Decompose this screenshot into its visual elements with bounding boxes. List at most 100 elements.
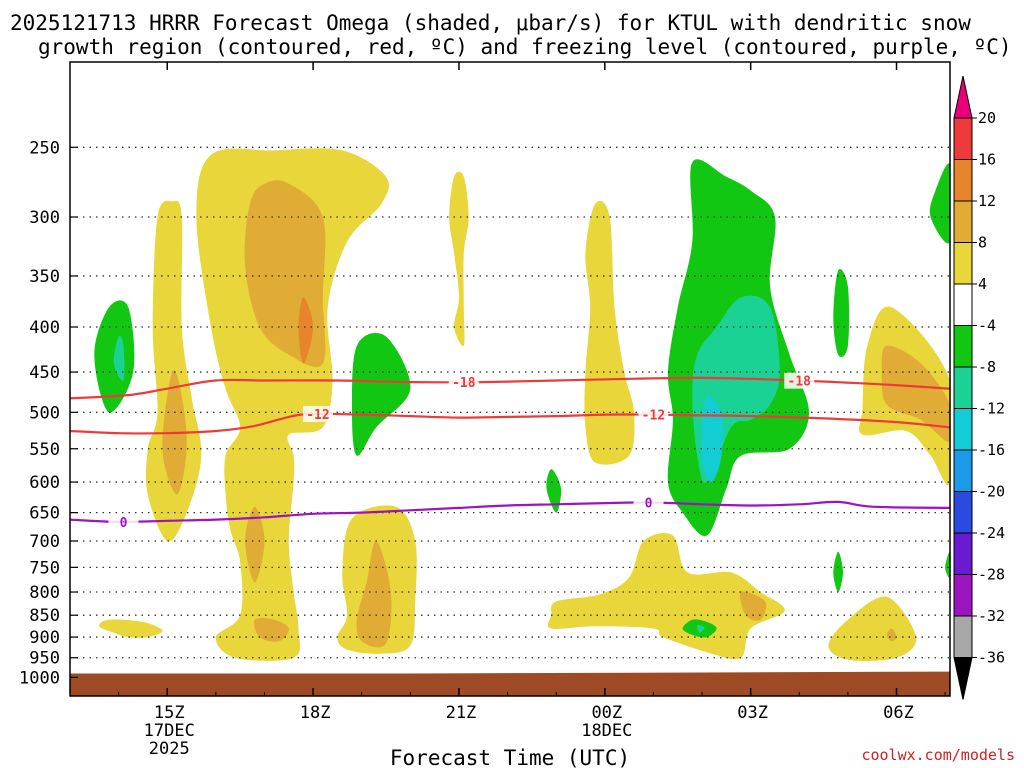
x-tick-label-06Z: 06Z: [883, 703, 914, 723]
omega-region-6: [245, 506, 265, 583]
y-tick-label-750: 750: [29, 558, 60, 578]
colorbar-bottom-arrow: [953, 657, 973, 700]
colorbar-label--8: -8: [978, 358, 996, 376]
x-tick-label-00Z: 00Z: [591, 703, 622, 723]
omega-region-14: [828, 596, 917, 661]
x-tick-label-03Z: 03Z: [737, 703, 768, 723]
omega-region-21: [546, 469, 562, 513]
y-tick-label-1000: 1000: [19, 668, 60, 688]
dgz-minus12-label-0: -12: [306, 408, 329, 423]
colorbar-seg-1: [953, 159, 973, 202]
colorbar-label-8: 8: [978, 234, 987, 252]
dgz-minus18-label-bg-0: [448, 374, 479, 391]
omega-region-27: [833, 269, 850, 357]
omega-region-30: [945, 551, 950, 578]
freezing-level-label-1: 0: [645, 497, 653, 512]
dgz-minus18-label-0: -18: [452, 376, 476, 391]
dgz-minus12-line: [70, 412, 950, 435]
freezing-level-label-bg-0: [108, 513, 139, 530]
omega-region-3: [196, 148, 390, 661]
plot-area: -18 -18 -12 -12 0 0: [70, 146, 950, 696]
omega-region-15: [886, 628, 897, 642]
omega-region-24: [701, 396, 724, 483]
y-tick-label-400: 400: [29, 318, 60, 338]
omega-region-17: [881, 345, 950, 442]
chart-title-line2: growth region (contoured, red, ºC) and f…: [38, 35, 1012, 59]
colorbar-label--24: -24: [978, 524, 1005, 542]
omega-region-10: [449, 171, 469, 347]
colorbar-seg-5: [953, 325, 973, 368]
colorbar-label--16: -16: [978, 441, 1005, 459]
dgz-minus18-line: [70, 376, 950, 400]
colorbar-seg-10: [953, 532, 973, 575]
y-tick-label-250: 250: [29, 138, 60, 158]
colorbar-label-20: 20: [978, 109, 996, 127]
colorbar-seg-4: [953, 283, 973, 326]
colorbar-seg-6: [953, 366, 973, 409]
y-axis: 2503003504004505005506006507007508008509…: [19, 138, 78, 688]
y-tick-label-300: 300: [29, 208, 60, 228]
y-tick-label-800: 800: [29, 583, 60, 603]
temperature-contours: -18 -18 -12 -12 0 0: [70, 372, 950, 531]
y-tick-label-850: 850: [29, 606, 60, 626]
y-tick-label-900: 900: [29, 628, 60, 648]
colorbar-seg-11: [953, 574, 973, 617]
omega-region-7: [253, 618, 289, 642]
y-tick-label-950: 950: [29, 649, 60, 669]
omega-region-29: [929, 163, 950, 244]
colorbar-seg-9: [953, 491, 973, 534]
y-tick-label-550: 550: [29, 440, 60, 460]
y-tick-label-600: 600: [29, 473, 60, 493]
x-sublabel-18DEC: 18DEC: [581, 721, 632, 741]
dgz-minus12-label-1: -12: [642, 409, 665, 424]
x-tick-label-15Z: 15Z: [154, 703, 185, 723]
colorbar-seg-7: [953, 408, 973, 451]
dgz-minus18-label-bg-1: [784, 372, 815, 389]
y-tick-label-350: 350: [29, 267, 60, 287]
omega-region-5: [298, 297, 314, 364]
colorbar: 20 16 12 8 4 -4 -8 -12 -16 -20 -24 -28 -32 -36: [953, 75, 1005, 700]
colorbar-label--4: -4: [978, 317, 996, 335]
omega-region-19: [113, 335, 125, 381]
x-sublabel-2025: 2025: [149, 739, 190, 759]
omega-region-11: [584, 200, 635, 465]
dgz-minus12-label-bg-0: [302, 405, 333, 422]
colorbar-label--32: -32: [978, 607, 1005, 625]
chart-title-line1: 2025121713 HRRR Forecast Omega (shaded, …: [10, 11, 971, 35]
colorbar-label--28: -28: [978, 566, 1005, 584]
x-sublabel-17DEC: 17DEC: [144, 721, 195, 741]
omega-shading: [94, 148, 950, 661]
colorbar-label-16: 16: [978, 151, 996, 169]
y-tick-label-450: 450: [29, 363, 60, 383]
omega-region-20: [351, 332, 411, 456]
freezing-level-line: [70, 500, 950, 524]
y-tick-label-700: 700: [29, 532, 60, 552]
y-tick-label-500: 500: [29, 403, 60, 423]
x-tick-label-21Z: 21Z: [446, 703, 477, 723]
plot-frame: [69, 61, 951, 697]
colorbar-label--12: -12: [978, 400, 1005, 418]
omega-region-28: [833, 551, 843, 592]
freezing-level-label-0: 0: [120, 516, 128, 531]
credit-link[interactable]: coolwx.com/models: [861, 746, 1015, 764]
omega-region-0: [99, 619, 163, 638]
freezing-level-label-bg-1: [633, 494, 664, 511]
colorbar-seg-2: [953, 200, 973, 243]
terrain-ground: [70, 671, 950, 696]
colorbar-seg-12: [953, 615, 973, 658]
colorbar-label-4: 4: [978, 275, 987, 293]
colorbar-seg-3: [953, 242, 973, 285]
y-tick-label-650: 650: [29, 504, 60, 524]
x-tick-label-18Z: 18Z: [300, 703, 331, 723]
colorbar-seg-0: [953, 117, 973, 160]
colorbar-seg-8: [953, 449, 973, 492]
colorbar-label--36: -36: [978, 649, 1005, 667]
x-axis-label: Forecast Time (UTC): [390, 746, 630, 768]
colorbar-label--20: -20: [978, 483, 1005, 501]
dgz-minus18-label-1: -18: [788, 375, 812, 390]
dgz-minus12-label-bg-1: [638, 406, 669, 423]
omega-region-13: [739, 591, 767, 621]
omega-region-26: [697, 624, 705, 633]
